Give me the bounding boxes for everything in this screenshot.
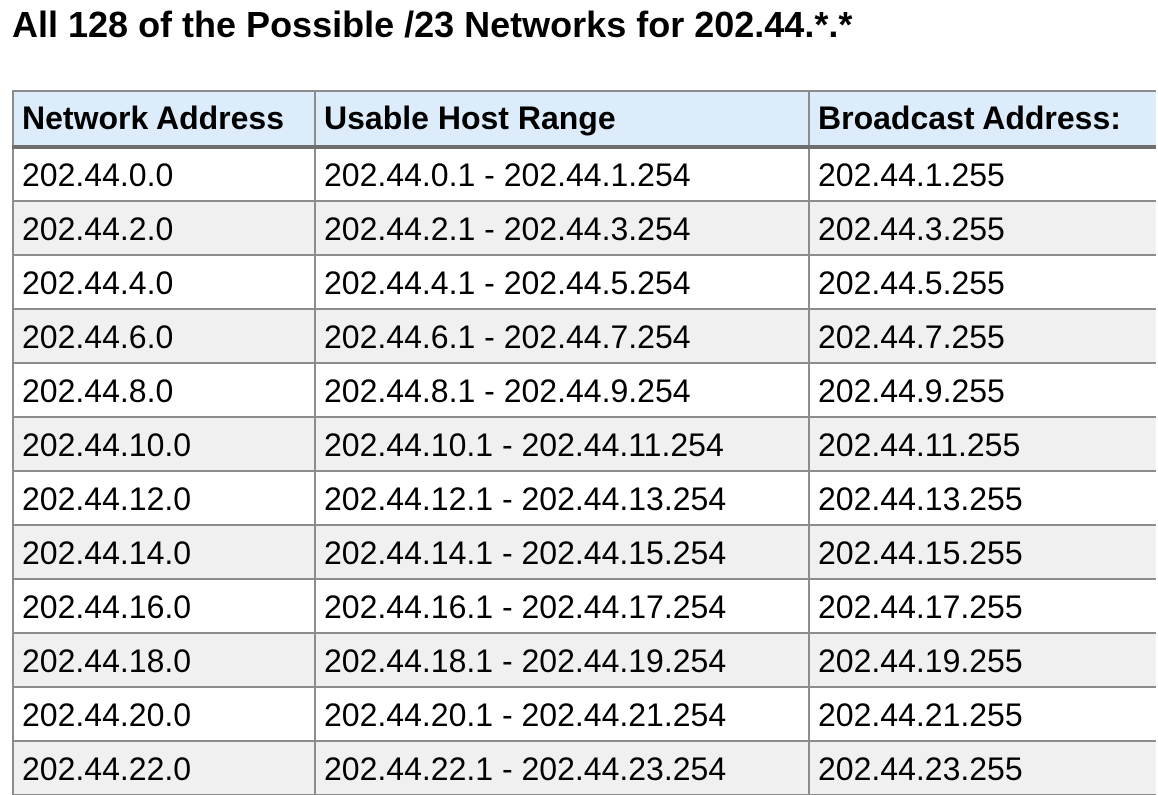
usable-host-range-cell: 202.44.2.1 - 202.44.3.254 xyxy=(314,200,810,256)
broadcast-address-cell: 202.44.19.255 xyxy=(808,632,1156,688)
usable-host-range-cell: 202.44.12.1 - 202.44.13.254 xyxy=(314,470,810,526)
table-row: 202.44.8.0 202.44.8.1 - 202.44.9.254 202… xyxy=(12,362,1156,418)
table-row: 202.44.0.0 202.44.0.1 - 202.44.1.254 202… xyxy=(12,146,1156,202)
header-broadcast-address: Broadcast Address: xyxy=(808,90,1156,149)
network-address-cell: 202.44.0.0 xyxy=(12,146,316,202)
table-row: 202.44.18.0 202.44.18.1 - 202.44.19.254 … xyxy=(12,632,1156,688)
network-address-cell: 202.44.2.0 xyxy=(12,200,316,256)
usable-host-range-cell: 202.44.14.1 - 202.44.15.254 xyxy=(314,524,810,580)
network-address-cell: 202.44.4.0 xyxy=(12,254,316,310)
broadcast-address-cell: 202.44.21.255 xyxy=(808,686,1156,742)
table-row: 202.44.14.0 202.44.14.1 - 202.44.15.254 … xyxy=(12,524,1156,580)
table-row: 202.44.4.0 202.44.4.1 - 202.44.5.254 202… xyxy=(12,254,1156,310)
broadcast-address-cell: 202.44.15.255 xyxy=(808,524,1156,580)
header-usable-host-range: Usable Host Range xyxy=(314,90,810,149)
broadcast-address-cell: 202.44.13.255 xyxy=(808,470,1156,526)
table-row: 202.44.22.0 202.44.22.1 - 202.44.23.254 … xyxy=(12,740,1156,795)
broadcast-address-cell: 202.44.23.255 xyxy=(808,740,1156,795)
broadcast-address-cell: 202.44.3.255 xyxy=(808,200,1156,256)
table-body: 202.44.0.0 202.44.0.1 - 202.44.1.254 202… xyxy=(12,146,1156,795)
usable-host-range-cell: 202.44.20.1 - 202.44.21.254 xyxy=(314,686,810,742)
table-header: Network Address Usable Host Range Broadc… xyxy=(12,90,1156,149)
table-row: 202.44.16.0 202.44.16.1 - 202.44.17.254 … xyxy=(12,578,1156,634)
network-address-cell: 202.44.6.0 xyxy=(12,308,316,364)
network-address-cell: 202.44.18.0 xyxy=(12,632,316,688)
broadcast-address-cell: 202.44.17.255 xyxy=(808,578,1156,634)
network-address-cell: 202.44.16.0 xyxy=(12,578,316,634)
network-address-cell: 202.44.8.0 xyxy=(12,362,316,418)
header-row: Network Address Usable Host Range Broadc… xyxy=(12,90,1156,149)
networks-table-container: Network Address Usable Host Range Broadc… xyxy=(12,90,1156,795)
broadcast-address-cell: 202.44.5.255 xyxy=(808,254,1156,310)
broadcast-address-cell: 202.44.1.255 xyxy=(808,146,1156,202)
table-row: 202.44.12.0 202.44.12.1 - 202.44.13.254 … xyxy=(12,470,1156,526)
network-address-cell: 202.44.22.0 xyxy=(12,740,316,795)
table-row: 202.44.20.0 202.44.20.1 - 202.44.21.254 … xyxy=(12,686,1156,742)
usable-host-range-cell: 202.44.10.1 - 202.44.11.254 xyxy=(314,416,810,472)
broadcast-address-cell: 202.44.9.255 xyxy=(808,362,1156,418)
usable-host-range-cell: 202.44.16.1 - 202.44.17.254 xyxy=(314,578,810,634)
broadcast-address-cell: 202.44.7.255 xyxy=(808,308,1156,364)
network-address-cell: 202.44.12.0 xyxy=(12,470,316,526)
table-row: 202.44.10.0 202.44.10.1 - 202.44.11.254 … xyxy=(12,416,1156,472)
table-row: 202.44.2.0 202.44.2.1 - 202.44.3.254 202… xyxy=(12,200,1156,256)
network-address-cell: 202.44.20.0 xyxy=(12,686,316,742)
usable-host-range-cell: 202.44.0.1 - 202.44.1.254 xyxy=(314,146,810,202)
usable-host-range-cell: 202.44.4.1 - 202.44.5.254 xyxy=(314,254,810,310)
usable-host-range-cell: 202.44.8.1 - 202.44.9.254 xyxy=(314,362,810,418)
usable-host-range-cell: 202.44.18.1 - 202.44.19.254 xyxy=(314,632,810,688)
table-row: 202.44.6.0 202.44.6.1 - 202.44.7.254 202… xyxy=(12,308,1156,364)
network-address-cell: 202.44.14.0 xyxy=(12,524,316,580)
header-network-address: Network Address xyxy=(12,90,316,149)
networks-table: Network Address Usable Host Range Broadc… xyxy=(12,90,1156,795)
page-title: All 128 of the Possible /23 Networks for… xyxy=(12,4,853,45)
broadcast-address-cell: 202.44.11.255 xyxy=(808,416,1156,472)
network-address-cell: 202.44.10.0 xyxy=(12,416,316,472)
usable-host-range-cell: 202.44.6.1 - 202.44.7.254 xyxy=(314,308,810,364)
usable-host-range-cell: 202.44.22.1 - 202.44.23.254 xyxy=(314,740,810,795)
